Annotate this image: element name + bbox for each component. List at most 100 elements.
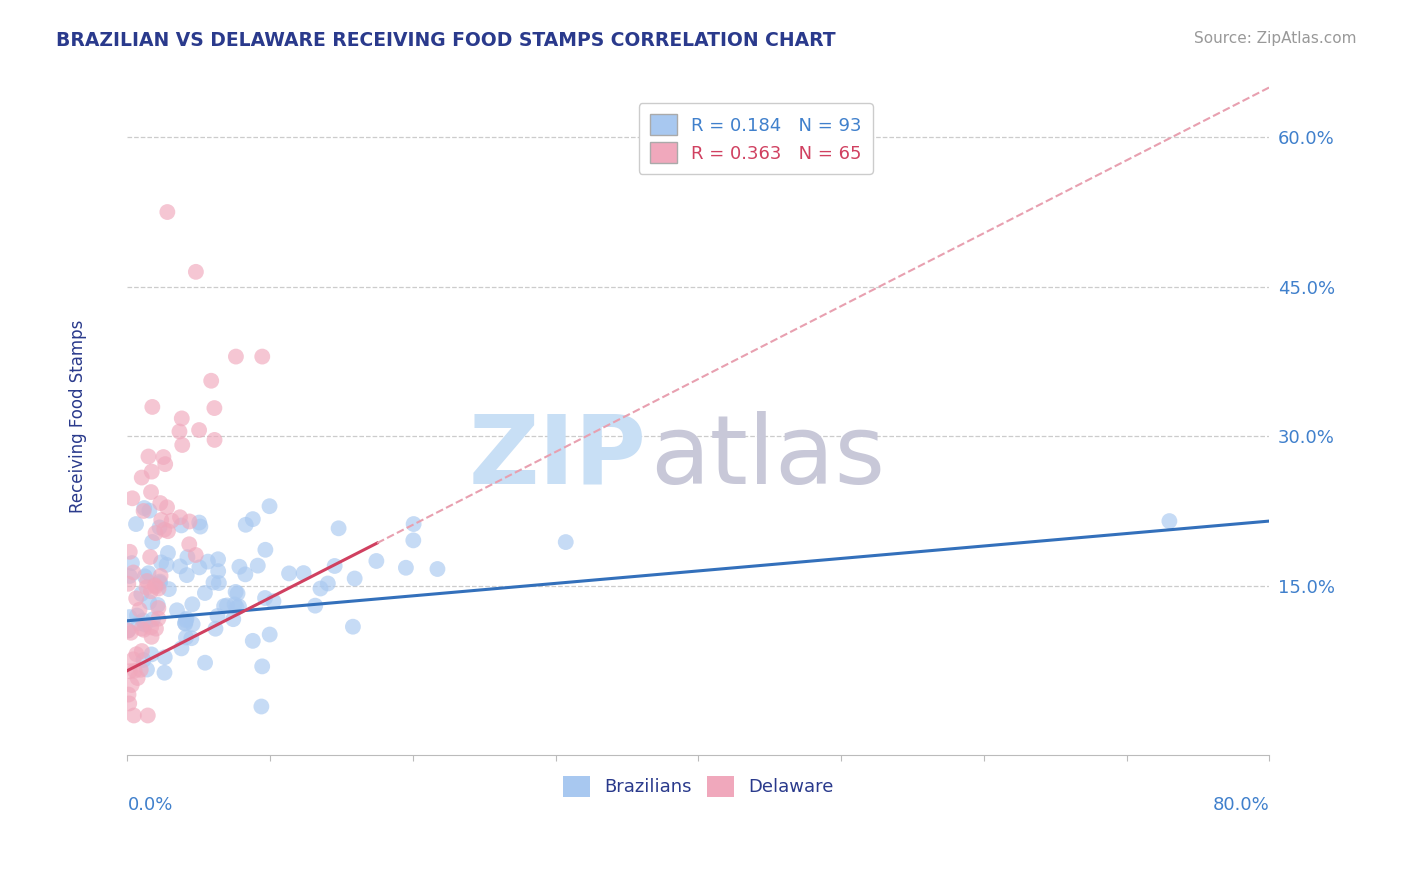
Point xyxy=(204,622,226,636)
Point xyxy=(156,205,179,219)
Point xyxy=(139,584,162,599)
Text: atlas: atlas xyxy=(651,410,886,504)
Point xyxy=(141,648,163,662)
Point xyxy=(188,516,211,530)
Point xyxy=(250,659,273,673)
Point xyxy=(135,580,157,594)
Point xyxy=(176,612,198,626)
Point xyxy=(149,574,172,589)
Point xyxy=(226,586,249,600)
Point xyxy=(188,423,211,437)
Point xyxy=(136,708,159,723)
Point xyxy=(228,559,250,574)
Point xyxy=(197,555,219,569)
Point xyxy=(153,650,176,665)
Point xyxy=(118,697,141,711)
Point xyxy=(122,708,145,723)
Point xyxy=(131,644,153,658)
Point xyxy=(246,558,269,573)
Point xyxy=(156,546,179,560)
Point xyxy=(202,575,225,590)
Point xyxy=(224,598,246,612)
Point xyxy=(184,548,207,562)
Point xyxy=(149,496,172,510)
Point xyxy=(153,523,176,537)
Point xyxy=(233,567,256,582)
Point xyxy=(190,519,212,533)
Point xyxy=(121,491,143,506)
Point xyxy=(117,688,139,702)
Point xyxy=(122,566,145,580)
Point xyxy=(128,616,150,631)
Text: Source: ZipAtlas.com: Source: ZipAtlas.com xyxy=(1194,31,1357,46)
Point xyxy=(184,265,207,279)
Point xyxy=(152,450,174,464)
Point xyxy=(131,470,153,484)
Point xyxy=(124,664,146,678)
Point xyxy=(169,425,191,439)
Point xyxy=(139,620,162,634)
Point xyxy=(128,602,150,616)
Point xyxy=(225,350,247,364)
Point xyxy=(174,615,197,630)
Point xyxy=(172,438,194,452)
Point xyxy=(132,614,155,628)
Point xyxy=(139,485,162,500)
Point xyxy=(136,574,159,588)
Point xyxy=(118,664,141,678)
Point xyxy=(194,586,217,600)
Point xyxy=(323,559,346,574)
Point xyxy=(395,561,418,575)
Point xyxy=(402,533,425,548)
Text: BRAZILIAN VS DELAWARE RECEIVING FOOD STAMPS CORRELATION CHART: BRAZILIAN VS DELAWARE RECEIVING FOOD STA… xyxy=(56,31,835,50)
Point xyxy=(120,625,142,640)
Point xyxy=(366,554,388,568)
Point xyxy=(141,465,163,479)
Point xyxy=(222,612,245,626)
Point xyxy=(426,562,449,576)
Point xyxy=(150,555,173,569)
Point xyxy=(235,517,257,532)
Point xyxy=(160,514,183,528)
Point xyxy=(204,433,226,447)
Point xyxy=(207,552,229,566)
Point xyxy=(225,585,247,599)
Point xyxy=(207,564,229,578)
Point xyxy=(149,576,172,591)
Point xyxy=(127,671,149,685)
Point xyxy=(328,521,350,535)
Point xyxy=(212,599,235,614)
Legend: Brazilians, Delaware: Brazilians, Delaware xyxy=(555,769,841,804)
Point xyxy=(259,627,281,641)
Point xyxy=(141,535,163,549)
Point xyxy=(181,597,204,611)
Point xyxy=(228,599,250,614)
Point xyxy=(242,512,264,526)
Point xyxy=(146,598,169,612)
Point xyxy=(148,520,170,534)
Point xyxy=(250,699,273,714)
Point xyxy=(200,374,222,388)
Point xyxy=(254,542,277,557)
Point xyxy=(292,566,315,580)
Point xyxy=(138,503,160,517)
Point xyxy=(174,613,197,627)
Point xyxy=(170,518,193,533)
Point xyxy=(138,595,160,609)
Point xyxy=(131,587,153,601)
Point xyxy=(118,545,141,559)
Point xyxy=(179,515,201,529)
Point xyxy=(170,641,193,656)
Point xyxy=(134,569,156,583)
Point xyxy=(122,652,145,666)
Point xyxy=(132,504,155,518)
Point xyxy=(141,630,163,644)
Point xyxy=(202,401,225,415)
Point xyxy=(121,556,143,570)
Point xyxy=(138,450,160,464)
Point xyxy=(309,582,332,596)
Point xyxy=(181,617,204,632)
Point xyxy=(117,576,139,591)
Point xyxy=(1159,514,1181,528)
Point xyxy=(176,568,198,582)
